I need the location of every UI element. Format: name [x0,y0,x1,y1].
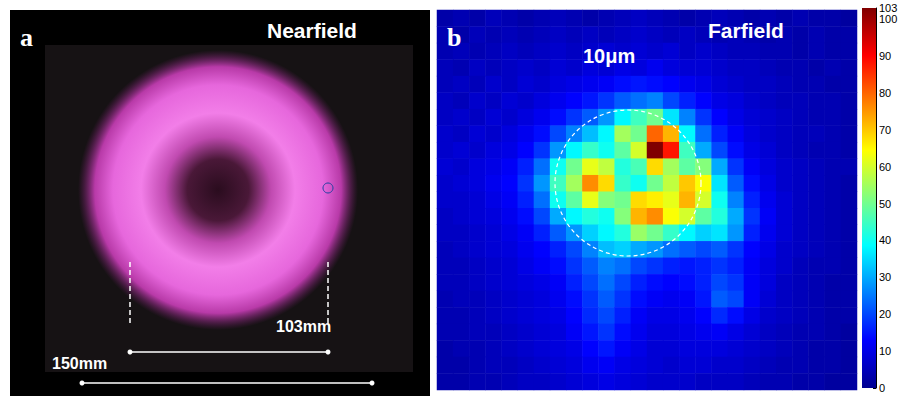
svg-text:10: 10 [879,345,891,357]
svg-text:30: 30 [879,271,891,283]
svg-text:80: 80 [879,87,891,99]
svg-text:70: 70 [879,124,891,136]
svg-text:50: 50 [879,198,891,210]
svg-text:60: 60 [879,161,891,173]
svg-text:10μm: 10μm [583,45,635,67]
svg-text:103mm: 103mm [276,318,331,335]
svg-text:b: b [447,23,461,52]
svg-text:0: 0 [879,382,885,394]
svg-text:100: 100 [879,13,897,25]
svg-text:Nearfield: Nearfield [267,19,357,42]
svg-text:150mm: 150mm [52,355,107,372]
svg-text:90: 90 [879,50,891,62]
svg-text:40: 40 [879,234,891,246]
svg-text:Farfield: Farfield [708,19,784,42]
svg-text:103: 103 [879,2,897,14]
svg-text:a: a [20,23,33,52]
svg-text:20: 20 [879,308,891,320]
